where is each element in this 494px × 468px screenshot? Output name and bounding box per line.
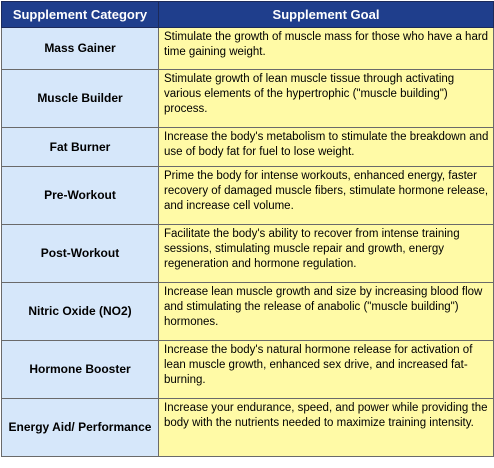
- category-cell: Mass Gainer: [1, 27, 159, 70]
- goal-cell: Prime the body for intense workouts, enh…: [158, 166, 494, 225]
- table-row: Muscle Builder Stimulate growth of lean …: [1, 69, 494, 128]
- goal-cell: Increase your endurance, speed, and powe…: [158, 398, 494, 457]
- category-cell: Post-Workout: [1, 224, 159, 283]
- goal-cell: Stimulate the growth of muscle mass for …: [158, 27, 494, 70]
- category-cell: Energy Aid/ Performance: [1, 398, 159, 457]
- header-goal: Supplement Goal: [158, 1, 494, 28]
- goal-cell: Facilitate the body's ability to recover…: [158, 224, 494, 283]
- category-cell: Nitric Oxide (NO2): [1, 282, 159, 341]
- category-cell: Pre-Workout: [1, 166, 159, 225]
- header-row: Supplement Category Supplement Goal: [1, 1, 494, 28]
- goal-cell: Increase the body's natural hormone rele…: [158, 340, 494, 399]
- table-row: Energy Aid/ Performance Increase your en…: [1, 398, 494, 457]
- table-row: Mass Gainer Stimulate the growth of musc…: [1, 27, 494, 70]
- category-cell: Muscle Builder: [1, 69, 159, 128]
- goal-cell: Increase the body's metabolism to stimul…: [158, 127, 494, 167]
- category-cell: Fat Burner: [1, 127, 159, 167]
- goal-cell: Increase lean muscle growth and size by …: [158, 282, 494, 341]
- table-row: Hormone Booster Increase the body's natu…: [1, 340, 494, 399]
- supplement-table: Supplement Category Supplement Goal Mass…: [1, 1, 494, 457]
- table-row: Post-Workout Facilitate the body's abili…: [1, 224, 494, 283]
- category-cell: Hormone Booster: [1, 340, 159, 399]
- table-row: Nitric Oxide (NO2) Increase lean muscle …: [1, 282, 494, 341]
- goal-cell: Stimulate growth of lean muscle tissue t…: [158, 69, 494, 128]
- header-category: Supplement Category: [1, 1, 159, 28]
- table-row: Pre-Workout Prime the body for intense w…: [1, 166, 494, 225]
- table-row: Fat Burner Increase the body's metabolis…: [1, 127, 494, 167]
